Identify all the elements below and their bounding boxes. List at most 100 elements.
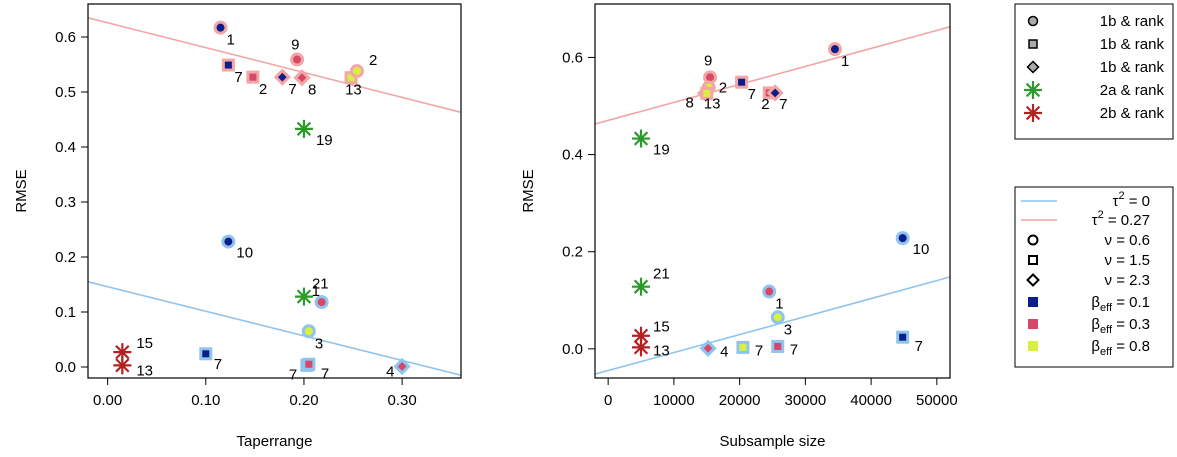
- legend-symbol-circle: [1029, 17, 1038, 26]
- point-rank-label: 10: [913, 241, 930, 258]
- x-tick-label: 0.00: [93, 392, 122, 409]
- x-tick-label: 0.10: [191, 392, 220, 409]
- legend-symbol-asterisk: [1024, 104, 1042, 122]
- legend-label: 1b & rank: [1100, 13, 1165, 30]
- point-rank-label: 7: [915, 338, 923, 355]
- data-point-square: [738, 342, 748, 352]
- point-rank-label: 7: [755, 342, 763, 359]
- point-rank-label: 7: [779, 96, 787, 113]
- x-tick-label: 20000: [719, 392, 761, 409]
- point-rank-label: 13: [136, 362, 153, 379]
- legend-symbol-diamond: [1028, 275, 1039, 286]
- point-rank-label: 7: [790, 341, 798, 358]
- point-rank-label: 2: [761, 96, 769, 113]
- point-rank-label: 3: [784, 321, 792, 338]
- data-point-circle: [303, 326, 314, 337]
- legend-label: ν = 2.3: [1105, 272, 1150, 289]
- x-tick-label: 0.30: [388, 392, 417, 409]
- point-rank-label: 13: [704, 95, 721, 112]
- point-rank-label: 7: [321, 365, 329, 382]
- shape-legend: 1b & rank 1b & rank 1b & rank 2a & rank 2b &…: [1015, 4, 1173, 139]
- legend-fill-swatch: [1028, 319, 1038, 329]
- data-point-circle: [292, 54, 303, 65]
- point-rank-label: 7: [288, 81, 296, 98]
- data-point-square: [248, 72, 258, 82]
- data-point-diamond: [276, 71, 289, 84]
- data-point-circle: [764, 286, 775, 297]
- data-point-square: [201, 349, 211, 359]
- point-rank-label: 7: [289, 366, 297, 383]
- legend-symbol-circle: [1029, 236, 1038, 245]
- legend-symbol-asterisk: [1024, 81, 1042, 99]
- x-tick-label: 30000: [785, 392, 827, 409]
- data-point-asterisk: [295, 120, 313, 138]
- data-point-asterisk: [632, 130, 650, 148]
- legend-label: 2b & rank: [1100, 105, 1165, 122]
- data-point-circle: [215, 22, 226, 33]
- point-rank-label: 8: [308, 82, 316, 99]
- legend-symbol-square: [1029, 40, 1037, 48]
- x-tick-label: 50000: [916, 392, 958, 409]
- point-rank-label: 4: [720, 343, 728, 360]
- point-rank-label: 2: [259, 81, 267, 98]
- legend-label: τ2 = 0.27: [1092, 209, 1150, 229]
- data-point-square: [304, 359, 314, 369]
- legend-fill-swatch: [1028, 297, 1038, 307]
- data-point-circle: [772, 312, 783, 323]
- legend-fill-swatch: [1028, 341, 1038, 351]
- point-rank-label: 9: [704, 52, 712, 69]
- x-axis-label: Taperrange: [237, 433, 313, 450]
- legend-label: βeff = 0.1: [1091, 294, 1150, 314]
- data-point-circle: [351, 66, 362, 77]
- legend-label: 1b & rank: [1100, 36, 1165, 53]
- data-point-asterisk: [295, 288, 313, 306]
- point-rank-label: 7: [214, 356, 222, 373]
- point-rank-label: 7: [234, 69, 242, 86]
- data-point-square: [737, 77, 747, 87]
- point-rank-label: 2: [369, 52, 377, 69]
- legend-label: 2a & rank: [1100, 82, 1165, 99]
- regression-line-tau-0.27: [595, 27, 950, 124]
- legend-symbol-diamond: [1028, 62, 1039, 73]
- data-point-square: [773, 341, 783, 351]
- point-rank-label: 1: [775, 296, 783, 313]
- point-rank-label: 15: [136, 335, 153, 352]
- data-point-asterisk: [632, 338, 650, 356]
- y-tick-label: 0.5: [55, 84, 76, 101]
- x-tick-label: 40000: [850, 392, 892, 409]
- y-tick-label: 0.3: [55, 194, 76, 211]
- point-rank-label: 3: [315, 335, 323, 352]
- x-tick-label: 10000: [653, 392, 695, 409]
- point-rank-label: 7: [748, 86, 756, 103]
- y-tick-label: 0.0: [562, 341, 583, 358]
- y-tick-label: 0.2: [562, 244, 583, 261]
- data-point-asterisk: [632, 278, 650, 296]
- y-tick-label: 0.2: [55, 249, 76, 266]
- regression-line-tau-0.27: [88, 18, 461, 113]
- data-point-circle: [223, 236, 234, 247]
- data-point-circle: [897, 233, 908, 244]
- data-point-square: [223, 60, 233, 70]
- point-rank-label: 19: [653, 142, 670, 159]
- legend-label: βeff = 0.3: [1091, 316, 1150, 336]
- legend-label: ν = 0.6: [1105, 232, 1150, 249]
- y-axis-label: RMSE: [13, 169, 30, 212]
- legend-label: ν = 1.5: [1105, 252, 1150, 269]
- y-tick-label: 0.4: [562, 147, 583, 164]
- y-tick-label: 0.6: [55, 29, 76, 46]
- point-rank-label: 1: [841, 53, 849, 70]
- point-rank-label: 1: [312, 283, 320, 300]
- x-tick-label: 0.20: [289, 392, 318, 409]
- legend-label: βeff = 0.8: [1091, 338, 1150, 358]
- point-rank-label: 8: [685, 94, 693, 111]
- point-rank-label: 1: [227, 32, 235, 49]
- y-axis-label: RMSE: [520, 169, 537, 212]
- point-rank-label: 13: [345, 82, 362, 99]
- point-rank-label: 15: [653, 319, 670, 336]
- legend-label: τ2 = 0: [1113, 190, 1151, 210]
- x-axis-label: Subsample size: [720, 433, 826, 450]
- legend-symbol-square: [1029, 256, 1037, 264]
